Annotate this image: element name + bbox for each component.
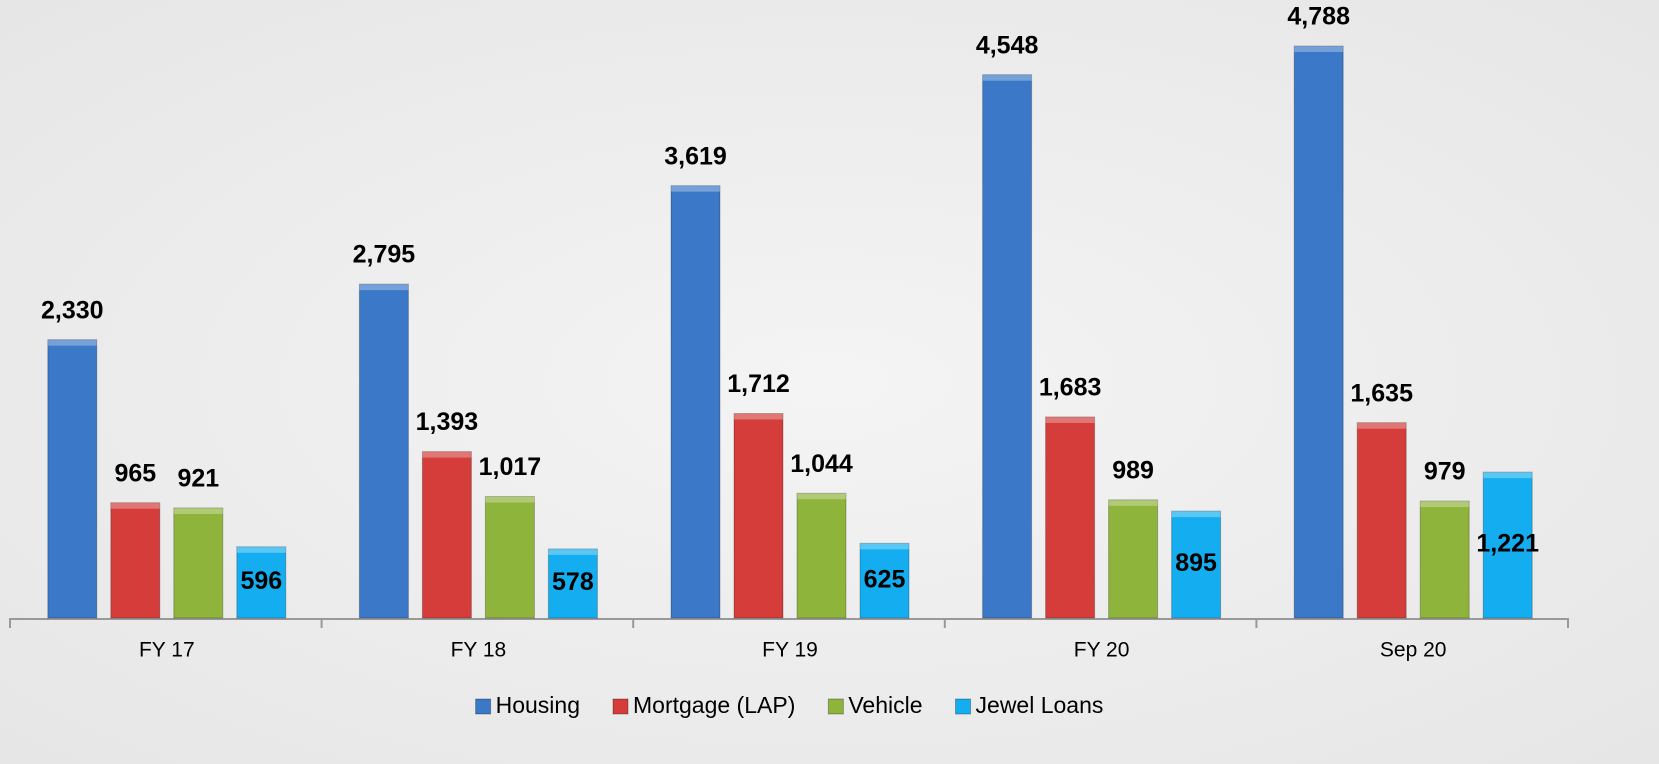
value-label: 2,795 — [353, 241, 416, 269]
x-tick-label: FY 19 — [762, 639, 818, 662]
value-label: 895 — [1175, 549, 1217, 577]
value-label: 979 — [1424, 458, 1466, 486]
legend-swatch — [955, 698, 972, 715]
value-label: 4,548 — [976, 31, 1039, 59]
value-label: 3,619 — [664, 142, 727, 170]
bar — [421, 451, 472, 619]
bar — [236, 546, 287, 619]
bar-bevel — [1483, 472, 1533, 479]
value-label: 1,221 — [1476, 530, 1539, 558]
legend-label: Mortgage (LAP) — [633, 692, 795, 718]
legend-label: Jewel Loans — [976, 692, 1104, 718]
bar-bevel — [422, 451, 472, 458]
bar-bevel — [1045, 416, 1095, 423]
bar-bevel — [671, 185, 720, 192]
bar — [47, 339, 98, 619]
bar — [1293, 45, 1344, 619]
value-label: 2,330 — [41, 296, 104, 324]
bar-bevel — [1357, 422, 1407, 429]
bar — [358, 283, 409, 619]
bar-bevel — [359, 284, 409, 291]
x-tick-label: FY 18 — [451, 639, 507, 662]
bar-bevel — [47, 339, 97, 346]
bar — [1045, 416, 1096, 619]
bar — [484, 496, 535, 619]
bar-bevel — [1108, 499, 1158, 506]
value-label: 921 — [177, 465, 219, 493]
bar-bevel — [485, 496, 535, 503]
bar — [1356, 422, 1407, 619]
bar — [796, 492, 847, 619]
value-label: 1,712 — [727, 370, 790, 398]
bar — [982, 74, 1033, 619]
bar — [1482, 471, 1533, 619]
legend-swatch — [612, 698, 629, 715]
legend-label: Housing — [496, 692, 580, 718]
value-label: 1,393 — [416, 408, 479, 436]
bar — [1108, 499, 1159, 619]
value-label: 4,788 — [1287, 3, 1350, 31]
value-label: 965 — [114, 459, 156, 487]
bar — [1419, 500, 1470, 619]
legend-swatch — [475, 698, 492, 715]
value-label: 1,044 — [790, 450, 853, 478]
value-label: 1,683 — [1039, 374, 1102, 402]
value-label: 989 — [1112, 456, 1154, 484]
x-tick-label: FY 20 — [1074, 639, 1130, 662]
bar-bevel — [1420, 501, 1470, 508]
bar — [859, 542, 910, 619]
bar — [670, 185, 721, 619]
value-label: 1,635 — [1350, 379, 1413, 407]
bar-bevel — [173, 507, 223, 514]
bar-bevel — [734, 413, 783, 420]
legend-swatch — [827, 698, 844, 715]
x-tick-label: Sep 20 — [1380, 639, 1447, 662]
bar-bevel — [1294, 46, 1344, 53]
value-label: 596 — [240, 567, 282, 595]
value-label: 578 — [552, 568, 594, 596]
bar — [1171, 510, 1222, 619]
bar — [547, 548, 598, 619]
bar — [733, 412, 784, 619]
bar-bevel — [1171, 511, 1221, 518]
value-label: 625 — [864, 565, 906, 593]
x-tick-label: FY 17 — [139, 639, 195, 662]
bar-bevel — [860, 543, 909, 550]
bar — [173, 507, 224, 619]
bar-bevel — [110, 502, 160, 509]
bar-bevel — [797, 493, 846, 500]
bar-bevel — [236, 546, 286, 553]
value-label: 1,017 — [479, 453, 542, 481]
bar-bevel — [548, 548, 598, 555]
bar — [110, 502, 161, 619]
bar-bevel — [982, 74, 1032, 81]
legend-label: Vehicle — [848, 692, 922, 718]
